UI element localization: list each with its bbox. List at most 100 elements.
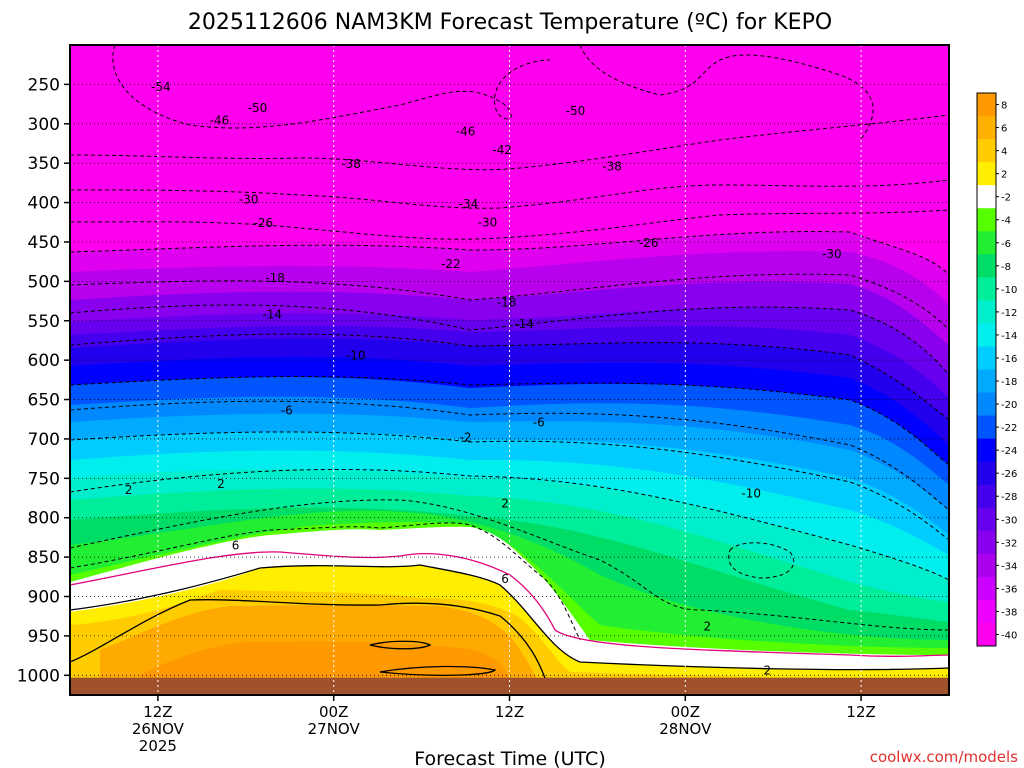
contour-label: -54 xyxy=(151,80,171,94)
y-tick-label: 650 xyxy=(28,391,60,411)
colorbar-label: -4 xyxy=(1001,216,1011,227)
colorbar-label: -28 xyxy=(1001,492,1017,503)
contour-label: 2 xyxy=(501,497,509,511)
colorbar-label: -30 xyxy=(1001,515,1017,526)
colorbar-swatch xyxy=(977,415,996,440)
x-tick-label: 27NOV xyxy=(308,720,361,738)
colorbar-label: -24 xyxy=(1001,446,1017,457)
y-tick-label: 950 xyxy=(28,627,60,647)
colorbar-label: -12 xyxy=(1001,308,1017,319)
colorbar-label: 6 xyxy=(1001,124,1007,135)
contour-label: 2 xyxy=(125,483,133,497)
colorbar-swatch xyxy=(977,162,996,186)
contour-label: -6 xyxy=(281,404,293,418)
y-axis: 250 300 350 400 450 500 550 600 650 700 750 800 850 9… xyxy=(17,75,70,686)
x-tick-label: 2025 xyxy=(139,737,177,755)
colorbar-label: -40 xyxy=(1001,630,1017,641)
colorbar-swatch xyxy=(977,553,996,578)
colorbar-swatch xyxy=(977,116,996,140)
contour-label: 6 xyxy=(501,572,509,586)
x-tick-label: 12Z xyxy=(846,703,875,721)
colorbar-swatch xyxy=(977,484,996,509)
contour-label: -10 xyxy=(741,486,761,500)
contour-label: -10 xyxy=(346,348,366,362)
colorbar-label: -8 xyxy=(1001,262,1011,273)
x-tick-label: 12Z xyxy=(143,703,172,721)
y-tick-label: 250 xyxy=(28,75,60,95)
contour-plus6 xyxy=(70,599,546,679)
colorbar-label: -22 xyxy=(1001,423,1017,434)
colorbar-label: -36 xyxy=(1001,584,1017,595)
colorbar-label: -14 xyxy=(1001,331,1017,342)
colorbar-swatch xyxy=(977,507,996,532)
y-tick-label: 550 xyxy=(28,312,60,332)
y-tick-label: 1000 xyxy=(17,666,60,686)
colorbar-label: -6 xyxy=(1001,239,1011,250)
colorbar-swatch xyxy=(977,530,996,555)
contour-label: -42 xyxy=(492,143,512,157)
colorbar-label: -2 xyxy=(1001,193,1011,204)
contour-minus50 xyxy=(70,114,949,171)
contour-minus54-top xyxy=(579,45,874,141)
contour-label: -50 xyxy=(248,101,268,115)
colorbar-swatch xyxy=(977,254,996,278)
contour-label: -2 xyxy=(460,430,472,444)
colorbar-swatch xyxy=(977,277,996,301)
colorbar-swatch xyxy=(977,622,996,647)
contour-label: -34 xyxy=(459,197,479,211)
contour-minus38 xyxy=(70,231,949,276)
y-tick-label: 750 xyxy=(28,469,60,489)
y-tick-label: 450 xyxy=(28,233,60,253)
colorbar-label: -10 xyxy=(1001,285,1017,296)
x-tick-label: 12Z xyxy=(495,703,524,721)
contour-minus22 xyxy=(70,375,949,466)
x-tick-label: 00Z xyxy=(671,703,700,721)
chart-title: 2025112606 NAM3KM Forecast Temperature (… xyxy=(188,10,832,35)
colorbar-swatch xyxy=(977,369,996,394)
y-tick-label: 300 xyxy=(28,115,60,135)
contour-label: -6 xyxy=(533,415,545,429)
colorbar-swatch xyxy=(977,599,996,624)
contour-label: -18 xyxy=(265,271,285,285)
contour-label: -30 xyxy=(822,247,842,261)
colorbar-label: -26 xyxy=(1001,469,1017,480)
y-tick-label: 850 xyxy=(28,548,60,568)
y-tick-label: 400 xyxy=(28,194,60,214)
contour-label: -14 xyxy=(514,317,534,331)
contour-label: -50 xyxy=(566,104,586,118)
colorbar-swatch xyxy=(977,438,996,463)
contour-label: -26 xyxy=(639,236,659,250)
contour-label: -14 xyxy=(262,307,282,321)
colorbar-swatch xyxy=(977,461,996,486)
colorbar-label: -16 xyxy=(1001,354,1017,365)
contour-minus34 xyxy=(70,273,949,331)
contour-label: -46 xyxy=(456,125,476,139)
contour-label: 2 xyxy=(703,619,711,633)
contour-label: -38 xyxy=(341,157,361,171)
contour-minus26 xyxy=(70,333,949,421)
colorbar-swatch xyxy=(977,346,996,370)
contour-minus6 xyxy=(70,499,949,631)
contour-label: -30 xyxy=(478,215,498,229)
contour-label: 2 xyxy=(217,477,225,491)
contour-label: -38 xyxy=(602,159,622,173)
y-tick-label: 500 xyxy=(28,272,60,292)
colorbar-label: 8 xyxy=(1001,101,1007,112)
colorbar-label: -18 xyxy=(1001,377,1017,388)
colorbar-swatch xyxy=(977,576,996,601)
colorbar-label: -32 xyxy=(1001,538,1017,549)
colorbar-label: -34 xyxy=(1001,561,1017,572)
contour-label: 2 xyxy=(764,664,772,678)
colorbar: 8 6 4 2 -2 -4 -6 -8 -10 -12 -14 -16 -18 -20 -22 -24 -26 -… xyxy=(976,92,1017,647)
colorbar-swatch xyxy=(977,392,996,417)
contour-minus46 xyxy=(70,179,949,209)
colorbar-swatch xyxy=(977,185,996,209)
contour-label: -26 xyxy=(254,216,274,230)
contour-minus42 xyxy=(70,209,949,240)
contour-plus6-cell xyxy=(369,640,432,650)
contour-minus18 xyxy=(70,400,949,511)
colorbar-label: -38 xyxy=(1001,607,1017,618)
contour-minus14 xyxy=(70,431,949,541)
y-tick-label: 700 xyxy=(28,430,60,450)
